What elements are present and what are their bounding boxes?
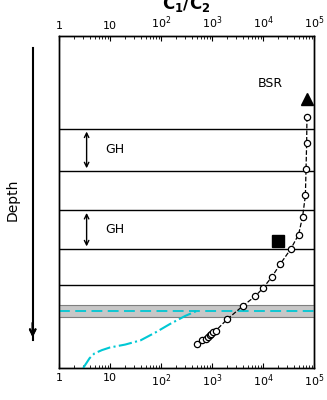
Text: GH: GH bbox=[105, 223, 124, 236]
Text: GH: GH bbox=[105, 144, 124, 156]
X-axis label: $\mathbf{C_1/C_2}$: $\mathbf{C_1/C_2}$ bbox=[162, 0, 211, 14]
Bar bbox=[59, 305, 314, 317]
Text: BSR: BSR bbox=[258, 77, 283, 90]
Text: Depth: Depth bbox=[6, 179, 20, 221]
